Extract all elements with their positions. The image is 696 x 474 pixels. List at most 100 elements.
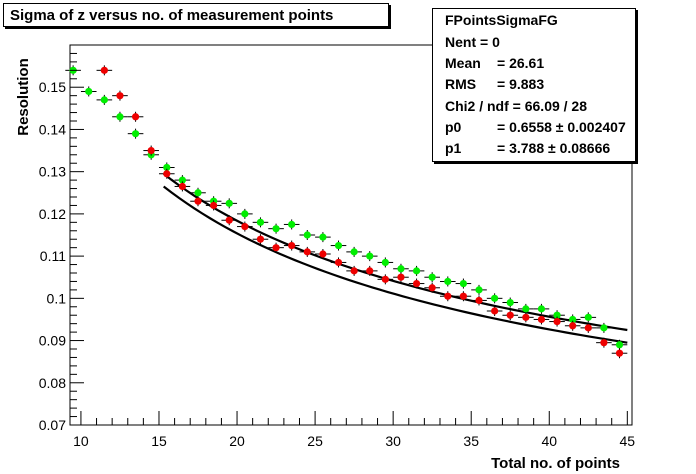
data-point-green <box>412 267 421 275</box>
data-point-green <box>163 163 171 172</box>
axis-ticks: 0.07 0.08 0.09 0.1 0.11 0.12 0.13 0.14 0.15 10 15 2… <box>39 44 635 449</box>
data-point-green <box>397 265 405 273</box>
data-point-green <box>444 277 452 286</box>
stats-box: FPointsSigmaFG Nent = 0 Mean = 26.61 RMS… <box>432 8 636 162</box>
data-point-green <box>381 258 389 267</box>
data-point-red <box>600 339 608 347</box>
stats-label: RMS <box>445 76 477 92</box>
x-tick-label: 20 <box>229 433 245 449</box>
plot-frame <box>69 44 633 426</box>
x-tick-label: 40 <box>541 433 557 449</box>
y-tick-label: 0.09 <box>39 333 66 349</box>
data-point-red <box>412 279 421 288</box>
data-point-red <box>381 275 389 283</box>
data-point-red <box>256 235 265 243</box>
data-point-red <box>100 66 108 74</box>
data-point-green <box>553 311 561 319</box>
data-point-red <box>163 170 171 178</box>
data-point-red <box>569 322 577 330</box>
data-point-red <box>615 349 624 357</box>
data-point-red <box>491 307 499 315</box>
data-point-green <box>303 231 311 239</box>
data-point-red <box>475 296 483 305</box>
chart-title: Sigma of z versus no. of measurement poi… <box>3 3 389 27</box>
data-point-red <box>319 250 327 258</box>
stats-title: FPointsSigmaFG <box>445 12 558 28</box>
data-point-green <box>428 273 436 281</box>
y-tick-label: 0.08 <box>39 375 66 391</box>
data-point-green <box>491 294 499 302</box>
data-point-red <box>210 201 218 210</box>
y-tick-label: 0.07 <box>39 417 66 433</box>
data-point-red <box>444 292 452 300</box>
data-point-red <box>522 313 530 321</box>
data-point-green <box>537 305 546 313</box>
data-point-green <box>178 176 186 184</box>
stats-label: Mean <box>445 55 481 71</box>
data-point-red <box>178 182 186 191</box>
data-point-green <box>100 96 108 104</box>
y-axis-label: Resolution <box>15 58 32 136</box>
data-point-green <box>615 341 624 349</box>
stats-label: p1 <box>445 140 462 156</box>
stats-value: = 0.6558 ± 0.002407 <box>497 119 626 135</box>
data-point-red <box>288 241 296 250</box>
data-point-red <box>116 92 124 100</box>
fit-curve <box>163 185 628 344</box>
stats-value: = 3.788 ± 0.08666 <box>497 140 611 156</box>
data-point-green <box>350 248 358 256</box>
y-tick-label: 0.15 <box>39 79 66 95</box>
data-point-red <box>303 248 311 256</box>
stats-value: = 9.883 <box>497 76 545 92</box>
data-point-green <box>475 286 483 294</box>
stats-value: = 26.61 <box>497 55 545 71</box>
stats-label: Chi2 / ndf = 66.09 / 28 <box>445 98 588 114</box>
fit-curves <box>163 172 628 344</box>
data-point-green <box>506 298 514 307</box>
x-tick-label: 25 <box>307 433 323 449</box>
data-point-red <box>225 216 233 224</box>
y-tick-label: 0.11 <box>40 248 66 264</box>
data-point-red <box>272 244 280 252</box>
data-point-green <box>459 279 467 288</box>
y-tick-label: 0.1 <box>47 290 67 306</box>
data-points <box>65 65 628 359</box>
data-point-green <box>522 305 530 313</box>
data-point-red <box>366 267 374 275</box>
data-point-red <box>537 315 546 324</box>
data-point-red <box>147 146 155 155</box>
x-tick-label: 15 <box>151 433 167 449</box>
data-point-red <box>397 273 405 281</box>
data-point-red <box>194 197 202 205</box>
data-point-green <box>116 113 124 121</box>
data-point-green <box>85 87 93 96</box>
data-point-red <box>553 317 561 326</box>
x-axis-label: Total no. of points <box>491 455 620 472</box>
data-point-green <box>131 130 140 138</box>
data-point-green <box>194 189 202 197</box>
data-point-red <box>131 113 140 121</box>
data-point-green <box>569 315 577 324</box>
y-tick-label: 0.12 <box>39 206 66 222</box>
data-point-red <box>584 324 592 332</box>
data-point-green <box>366 252 374 260</box>
data-point-green <box>256 218 265 226</box>
data-point-green <box>241 210 249 218</box>
data-point-red <box>428 284 436 292</box>
x-tick-label: 35 <box>463 433 479 449</box>
data-point-red <box>459 292 467 300</box>
y-tick-label: 0.13 <box>39 164 66 180</box>
x-tick-label: 30 <box>385 433 401 449</box>
data-point-green <box>272 225 280 233</box>
data-point-red <box>241 222 249 231</box>
data-point-red <box>350 267 358 275</box>
data-point-green <box>334 241 343 250</box>
x-tick-label: 10 <box>73 433 89 449</box>
stats-label: Nent = 0 <box>445 34 500 50</box>
y-tick-label: 0.14 <box>39 121 66 137</box>
data-point-green <box>584 313 592 321</box>
data-point-green <box>225 199 233 207</box>
stats-label: p0 <box>445 119 462 135</box>
data-point-red <box>506 311 514 319</box>
